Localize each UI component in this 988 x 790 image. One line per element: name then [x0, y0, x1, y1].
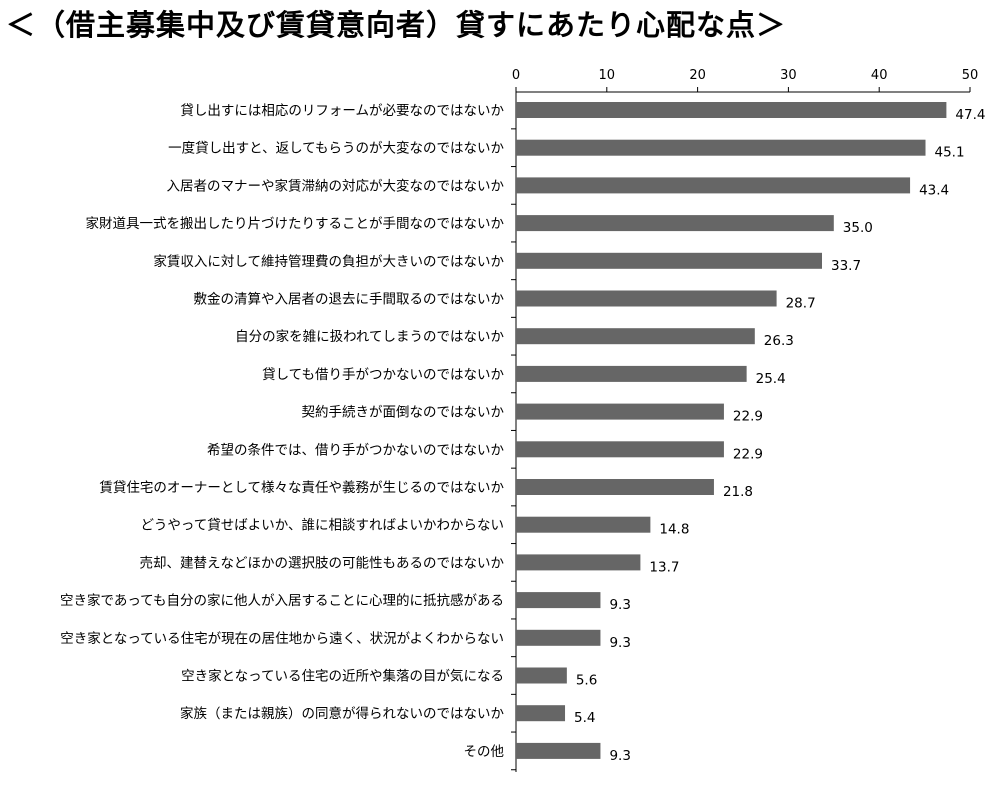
value-label: 5.6	[576, 673, 597, 689]
category-label: どうやって貸せばよいか、誰に相談すればよいかわからない	[140, 518, 504, 534]
value-label: 14.8	[659, 522, 689, 538]
bar	[516, 592, 601, 609]
category-label: 家賃収入に対して維持管理費の負担が大きいのではないか	[153, 253, 504, 270]
x-tick-label: 30	[780, 68, 797, 83]
category-label: 敷金の清算や入居者の退去に手間取るのではないか	[194, 292, 505, 308]
value-label: 26.3	[764, 333, 794, 349]
value-label: 33.7	[831, 258, 861, 274]
bar	[516, 290, 777, 307]
bar	[516, 252, 822, 269]
value-label: 9.3	[609, 597, 630, 613]
x-tick-label: 50	[962, 68, 979, 83]
value-label: 22.9	[733, 446, 763, 462]
category-label: 希望の条件では、借り手がつかないのではないか	[207, 441, 504, 458]
category-label: 売却、建替えなどほかの選択肢の可能性もあるのではないか	[140, 555, 505, 571]
bar	[516, 102, 947, 118]
x-tick-label: 10	[599, 68, 616, 83]
chart-title: ＜（借主募集中及び賃貸意向者）貸すにあたり心配な点＞	[6, 8, 787, 42]
category-label: 貸し出すには相応のリフォームが必要なのではないか	[180, 103, 504, 119]
bar	[516, 403, 724, 420]
value-label: 13.7	[649, 559, 679, 575]
category-label: 貸しても借り手がつかないのではないか	[262, 367, 504, 383]
bar	[516, 629, 601, 646]
category-label: 自分の家を雑に扱われてしまうのではないか	[235, 328, 504, 345]
category-label: 家財道具一式を搬出したり片づけたりすることが手間なのではないか	[86, 215, 505, 232]
x-tick-label: 40	[871, 68, 888, 83]
bar	[516, 516, 651, 533]
value-label: 9.3	[609, 748, 630, 764]
category-label: 空き家であっても自分の家に他人が入居することに心理的に抵抗感がある	[60, 592, 504, 609]
value-label: 5.4	[574, 710, 595, 726]
bar	[516, 215, 834, 232]
category-label: 空き家となっている住宅の近所や集落の目が気になる	[181, 668, 504, 685]
category-label: 家族（または親族）の同意が得られないのではないか	[180, 705, 504, 722]
bar	[516, 705, 566, 722]
category-label: 一度貸し出すと、返してもらうのが大変なのではないか	[168, 140, 504, 157]
bar	[516, 177, 911, 194]
bar	[516, 667, 567, 684]
category-label: 契約手続きが面倒なのではないか	[302, 405, 505, 421]
bar	[516, 365, 747, 382]
bar	[516, 441, 724, 458]
x-tick-label: 0	[512, 68, 520, 83]
value-label: 22.9	[733, 409, 763, 425]
bar	[516, 139, 926, 156]
x-tick-label: 20	[689, 68, 706, 83]
value-label: 45.1	[935, 145, 965, 161]
value-label: 35.0	[843, 220, 873, 236]
category-label: その他	[464, 744, 505, 760]
value-label: 43.4	[919, 182, 949, 198]
value-label: 28.7	[786, 296, 816, 312]
value-label: 9.3	[609, 635, 630, 651]
value-label: 25.4	[756, 371, 786, 387]
bar	[516, 328, 755, 345]
bar	[516, 742, 601, 759]
value-label: 21.8	[723, 484, 753, 500]
bar	[516, 479, 714, 495]
category-label: 賃貸住宅のオーナーとして様々な責任や義務が生じるのではないか	[99, 479, 504, 496]
bar	[516, 554, 641, 571]
category-label: 空き家となっている住宅が現在の居住地から遠く、状況がよくわからない	[60, 630, 504, 647]
value-label: 47.4	[955, 107, 985, 123]
category-label: 入居者のマナーや家賃滞納の対応が大変なのではないか	[167, 177, 505, 194]
